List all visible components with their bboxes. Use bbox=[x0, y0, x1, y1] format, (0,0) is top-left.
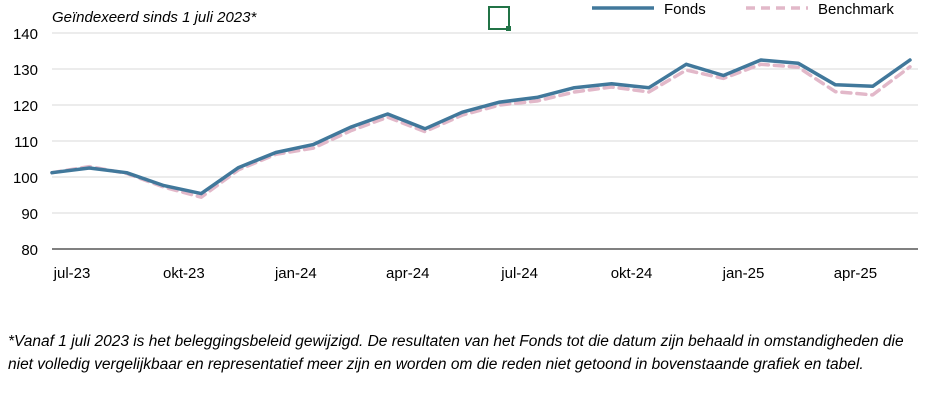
y-tick-label: 110 bbox=[14, 134, 38, 151]
x-tick-label: okt-24 bbox=[611, 265, 653, 282]
gridlines bbox=[52, 32, 918, 214]
selected-cell[interactable] bbox=[488, 6, 511, 31]
x-tick-label: okt-23 bbox=[163, 265, 205, 282]
y-tick-label: 130 bbox=[13, 62, 38, 79]
footnote: *Vanaf 1 juli 2023 is het beleggingsbele… bbox=[8, 333, 904, 373]
series-lines bbox=[50, 58, 912, 199]
y-tick-label: 80 bbox=[21, 242, 38, 259]
x-tick-label: apr-24 bbox=[386, 265, 429, 282]
x-tick-label: jul-24 bbox=[500, 265, 538, 282]
legend-label-fonds: Fonds bbox=[664, 1, 706, 18]
y-tick-label: 90 bbox=[21, 206, 38, 223]
line-chart: 80 90 100 110 120 130 140 jul-23 okt-23 jan-24 ap… bbox=[13, 1, 918, 282]
x-tick-labels: jul-23 okt-23 jan-24 apr-24 jul-24 okt-24 jan-… bbox=[53, 265, 877, 282]
legend: Fonds Benchmark bbox=[592, 1, 894, 18]
fill-handle[interactable] bbox=[506, 26, 511, 31]
y-tick-label: 120 bbox=[13, 98, 38, 115]
series-line-fonds bbox=[50, 58, 912, 196]
series-line-benchmark bbox=[50, 62, 912, 199]
x-tick-label: apr-25 bbox=[834, 265, 877, 282]
y-tick-label: 140 bbox=[13, 26, 38, 43]
y-tick-label: 100 bbox=[13, 170, 38, 187]
chart-subtitle: Geïndexeerd sinds 1 juli 2023* bbox=[52, 9, 257, 26]
x-tick-label: jan-25 bbox=[722, 265, 765, 282]
x-tick-label: jan-24 bbox=[274, 265, 317, 282]
legend-label-benchmark: Benchmark bbox=[818, 1, 894, 18]
x-tick-label: jul-23 bbox=[53, 265, 91, 282]
y-tick-labels: 80 90 100 110 120 130 140 bbox=[13, 26, 38, 259]
